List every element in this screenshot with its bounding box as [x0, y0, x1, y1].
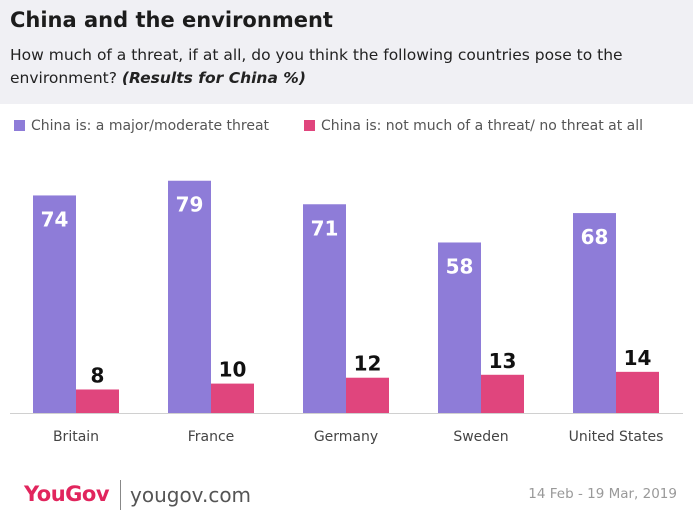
x-tick-label: Germany — [314, 429, 378, 445]
bar-major-threat — [168, 180, 211, 413]
x-tick-label: France — [188, 429, 235, 445]
data-label: 71 — [311, 216, 339, 240]
subtitle-question: How much of a threat, if at all, do you … — [10, 46, 623, 87]
bar-major-threat — [303, 204, 346, 413]
data-label: 8 — [91, 363, 105, 387]
data-label: 12 — [354, 352, 382, 376]
data-label: 58 — [446, 254, 474, 278]
x-tick-label: Sweden — [453, 429, 508, 445]
data-label: 79 — [176, 193, 204, 217]
bar-no-threat — [76, 389, 119, 413]
legend-label-major-threat: China is: a major/moderate threat — [31, 118, 270, 134]
bar-no-threat — [211, 383, 254, 413]
data-label: 14 — [624, 346, 652, 370]
bar-major-threat — [438, 242, 481, 413]
x-tick-label: Britain — [53, 429, 99, 445]
legend-swatch-major-threat — [14, 120, 25, 131]
bar-major-threat — [573, 213, 616, 413]
yougov-logo: YouGov — [24, 482, 110, 506]
data-label: 74 — [41, 207, 69, 231]
bar-no-threat — [346, 377, 389, 413]
legend-item-no-threat: China is: not much of a threat/ no threa… — [304, 118, 643, 134]
bar-chart: 74 8 Britain 79 10 France 71 12 Germany 58 13 Swede… — [10, 180, 683, 445]
data-label: 13 — [489, 349, 517, 373]
subtitle-note: (Results for China %) — [121, 69, 306, 87]
bar-major-threat — [33, 195, 76, 413]
legend-item-major-threat: China is: a major/moderate threat — [14, 118, 269, 134]
bar-no-threat — [616, 371, 659, 413]
header: China and the environment How much of a … — [0, 0, 693, 104]
legend-swatch-no-threat — [304, 120, 315, 131]
chart-title: China and the environment — [10, 8, 333, 32]
footer-url: yougov.com — [130, 483, 252, 507]
data-label: 10 — [219, 358, 247, 382]
legend-label-no-threat: China is: not much of a threat/ no threa… — [321, 118, 644, 134]
x-tick-label: United States — [569, 429, 664, 445]
survey-date: 14 Feb - 19 Mar, 2019 — [528, 486, 677, 502]
chart-subtitle: How much of a threat, if at all, do you … — [10, 44, 680, 90]
data-label: 68 — [581, 225, 609, 249]
bar-no-threat — [481, 374, 524, 413]
footer-divider — [120, 480, 121, 510]
